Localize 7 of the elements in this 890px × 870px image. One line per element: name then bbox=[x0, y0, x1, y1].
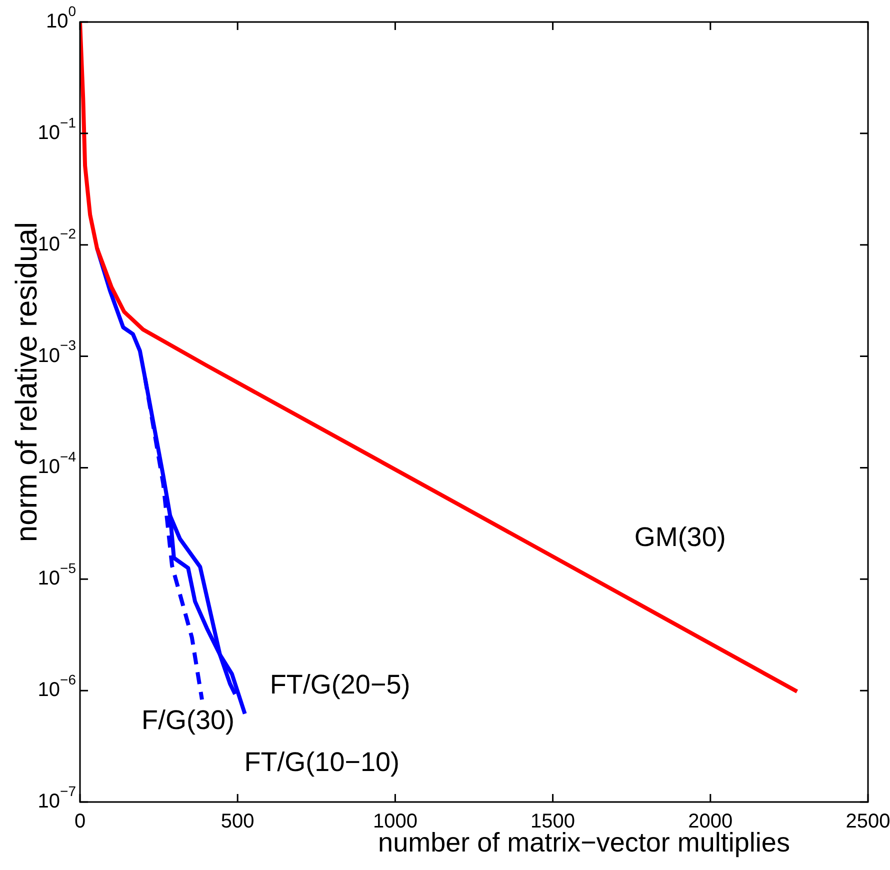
x-tick-label: 2500 bbox=[846, 810, 890, 833]
series-label: FT/G(10−10) bbox=[244, 747, 400, 778]
series-label: F/G(30) bbox=[141, 705, 234, 736]
series-label: GM(30) bbox=[634, 522, 726, 552]
x-tick-label: 500 bbox=[220, 810, 254, 833]
x-tick-label: 0 bbox=[74, 810, 86, 833]
series-label: FT/G(20−5) bbox=[270, 670, 410, 700]
